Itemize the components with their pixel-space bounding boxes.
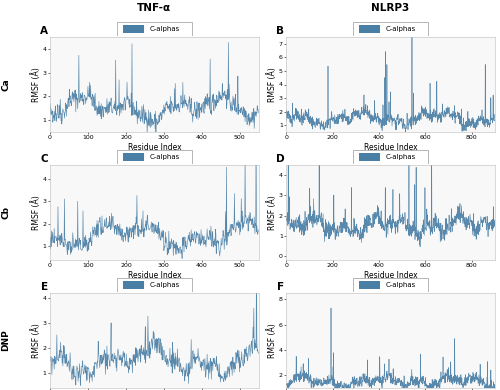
Text: C-alphas: C-alphas — [149, 154, 180, 160]
Text: C-alphas: C-alphas — [149, 26, 180, 32]
Bar — [353, 278, 428, 292]
Text: C-alphas: C-alphas — [386, 154, 416, 160]
Text: TNF-α: TNF-α — [138, 3, 172, 13]
X-axis label: Residue Index: Residue Index — [128, 271, 181, 280]
Text: DNP: DNP — [2, 330, 11, 351]
X-axis label: Residue Index: Residue Index — [128, 142, 181, 151]
Text: Cb: Cb — [2, 206, 11, 219]
Bar — [360, 153, 380, 161]
X-axis label: Residue Index: Residue Index — [364, 142, 418, 151]
Bar — [123, 25, 144, 33]
Text: D: D — [276, 154, 284, 164]
Text: C-alphas: C-alphas — [386, 26, 416, 32]
Bar — [117, 278, 192, 292]
Text: F: F — [277, 282, 284, 292]
Text: B: B — [276, 26, 284, 36]
Bar — [123, 153, 144, 161]
Y-axis label: RMSF (Å): RMSF (Å) — [268, 195, 278, 230]
Y-axis label: RMSF (Å): RMSF (Å) — [32, 195, 41, 230]
X-axis label: Residue Index: Residue Index — [364, 271, 418, 280]
Bar — [360, 281, 380, 289]
Y-axis label: RMSF (Å): RMSF (Å) — [268, 323, 278, 358]
Bar — [353, 22, 428, 35]
Text: C-alphas: C-alphas — [149, 282, 180, 288]
Y-axis label: RMSF (Å): RMSF (Å) — [268, 67, 278, 102]
Bar — [360, 25, 380, 33]
Text: C-alphas: C-alphas — [386, 282, 416, 288]
Bar — [123, 281, 144, 289]
Y-axis label: RMSF (Å): RMSF (Å) — [32, 323, 41, 358]
Text: C: C — [40, 154, 48, 164]
Text: NLRP3: NLRP3 — [372, 3, 410, 13]
Bar — [117, 22, 192, 35]
Text: E: E — [41, 282, 48, 292]
Bar — [353, 150, 428, 163]
Bar — [117, 150, 192, 163]
Y-axis label: RMSF (Å): RMSF (Å) — [32, 67, 41, 102]
Text: Ca: Ca — [2, 78, 11, 91]
Text: A: A — [40, 26, 48, 36]
